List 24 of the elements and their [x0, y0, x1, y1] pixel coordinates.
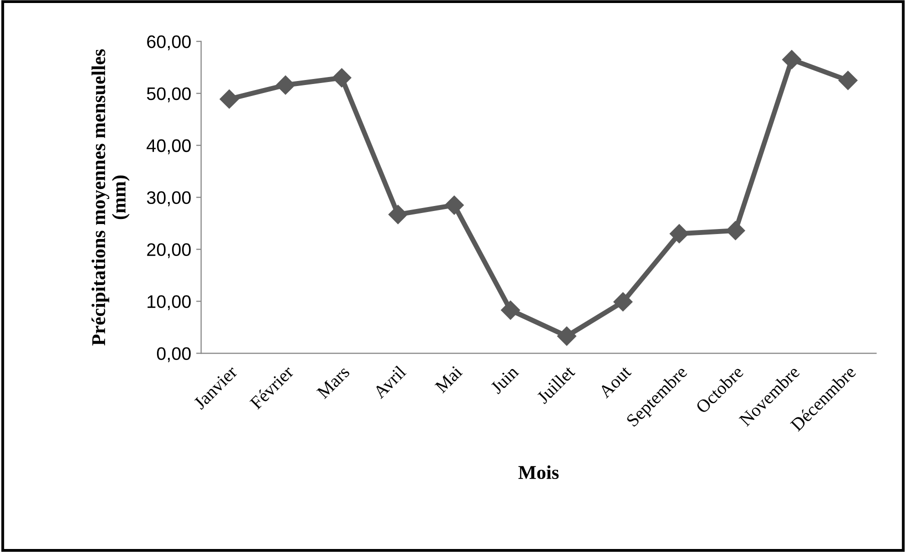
- point: [557, 326, 576, 346]
- y-tick-label: 0,00: [156, 347, 191, 362]
- x-axis-title: Mois: [518, 465, 559, 480]
- y-tick-label: 60,00: [147, 35, 191, 50]
- point: [782, 50, 802, 70]
- x-tick-label: Mars: [316, 365, 350, 400]
- point: [444, 196, 464, 215]
- y-tick-label: 50,00: [146, 87, 191, 102]
- y-tick-label: 40,00: [146, 139, 191, 154]
- point: [388, 204, 408, 224]
- point: [726, 221, 746, 240]
- point: [670, 224, 689, 244]
- y-tick-label: 10,00: [148, 295, 191, 310]
- point: [220, 90, 239, 109]
- x-tick-label: Juin: [490, 364, 520, 394]
- y-axis-title: Précipitations moyennes mensuelles (mm): [92, 49, 130, 346]
- x-tick-label: Mai: [434, 365, 463, 394]
- point: [613, 292, 633, 312]
- point: [838, 70, 858, 90]
- y-tick-label: 20,00: [147, 243, 191, 258]
- point: [276, 76, 296, 95]
- y-tick-label: 30,00: [146, 191, 191, 206]
- point: [332, 68, 352, 88]
- point: [500, 300, 520, 320]
